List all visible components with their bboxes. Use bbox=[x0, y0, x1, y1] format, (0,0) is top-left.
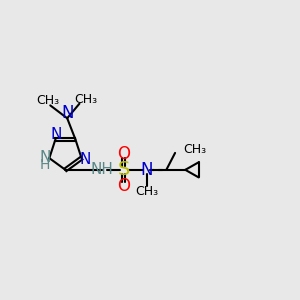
Text: N: N bbox=[61, 104, 74, 122]
Text: N: N bbox=[79, 152, 91, 167]
Text: O: O bbox=[117, 177, 130, 195]
Text: H: H bbox=[40, 158, 50, 172]
Text: N: N bbox=[39, 150, 51, 165]
Text: CH₃: CH₃ bbox=[36, 94, 59, 106]
Text: O: O bbox=[117, 145, 130, 163]
Text: CH₃: CH₃ bbox=[74, 93, 98, 106]
Text: CH₃: CH₃ bbox=[135, 185, 158, 198]
Text: S: S bbox=[118, 160, 130, 179]
Text: CH₃: CH₃ bbox=[183, 143, 206, 156]
Text: NH: NH bbox=[90, 162, 113, 177]
Text: N: N bbox=[51, 127, 62, 142]
Text: N: N bbox=[140, 161, 153, 179]
